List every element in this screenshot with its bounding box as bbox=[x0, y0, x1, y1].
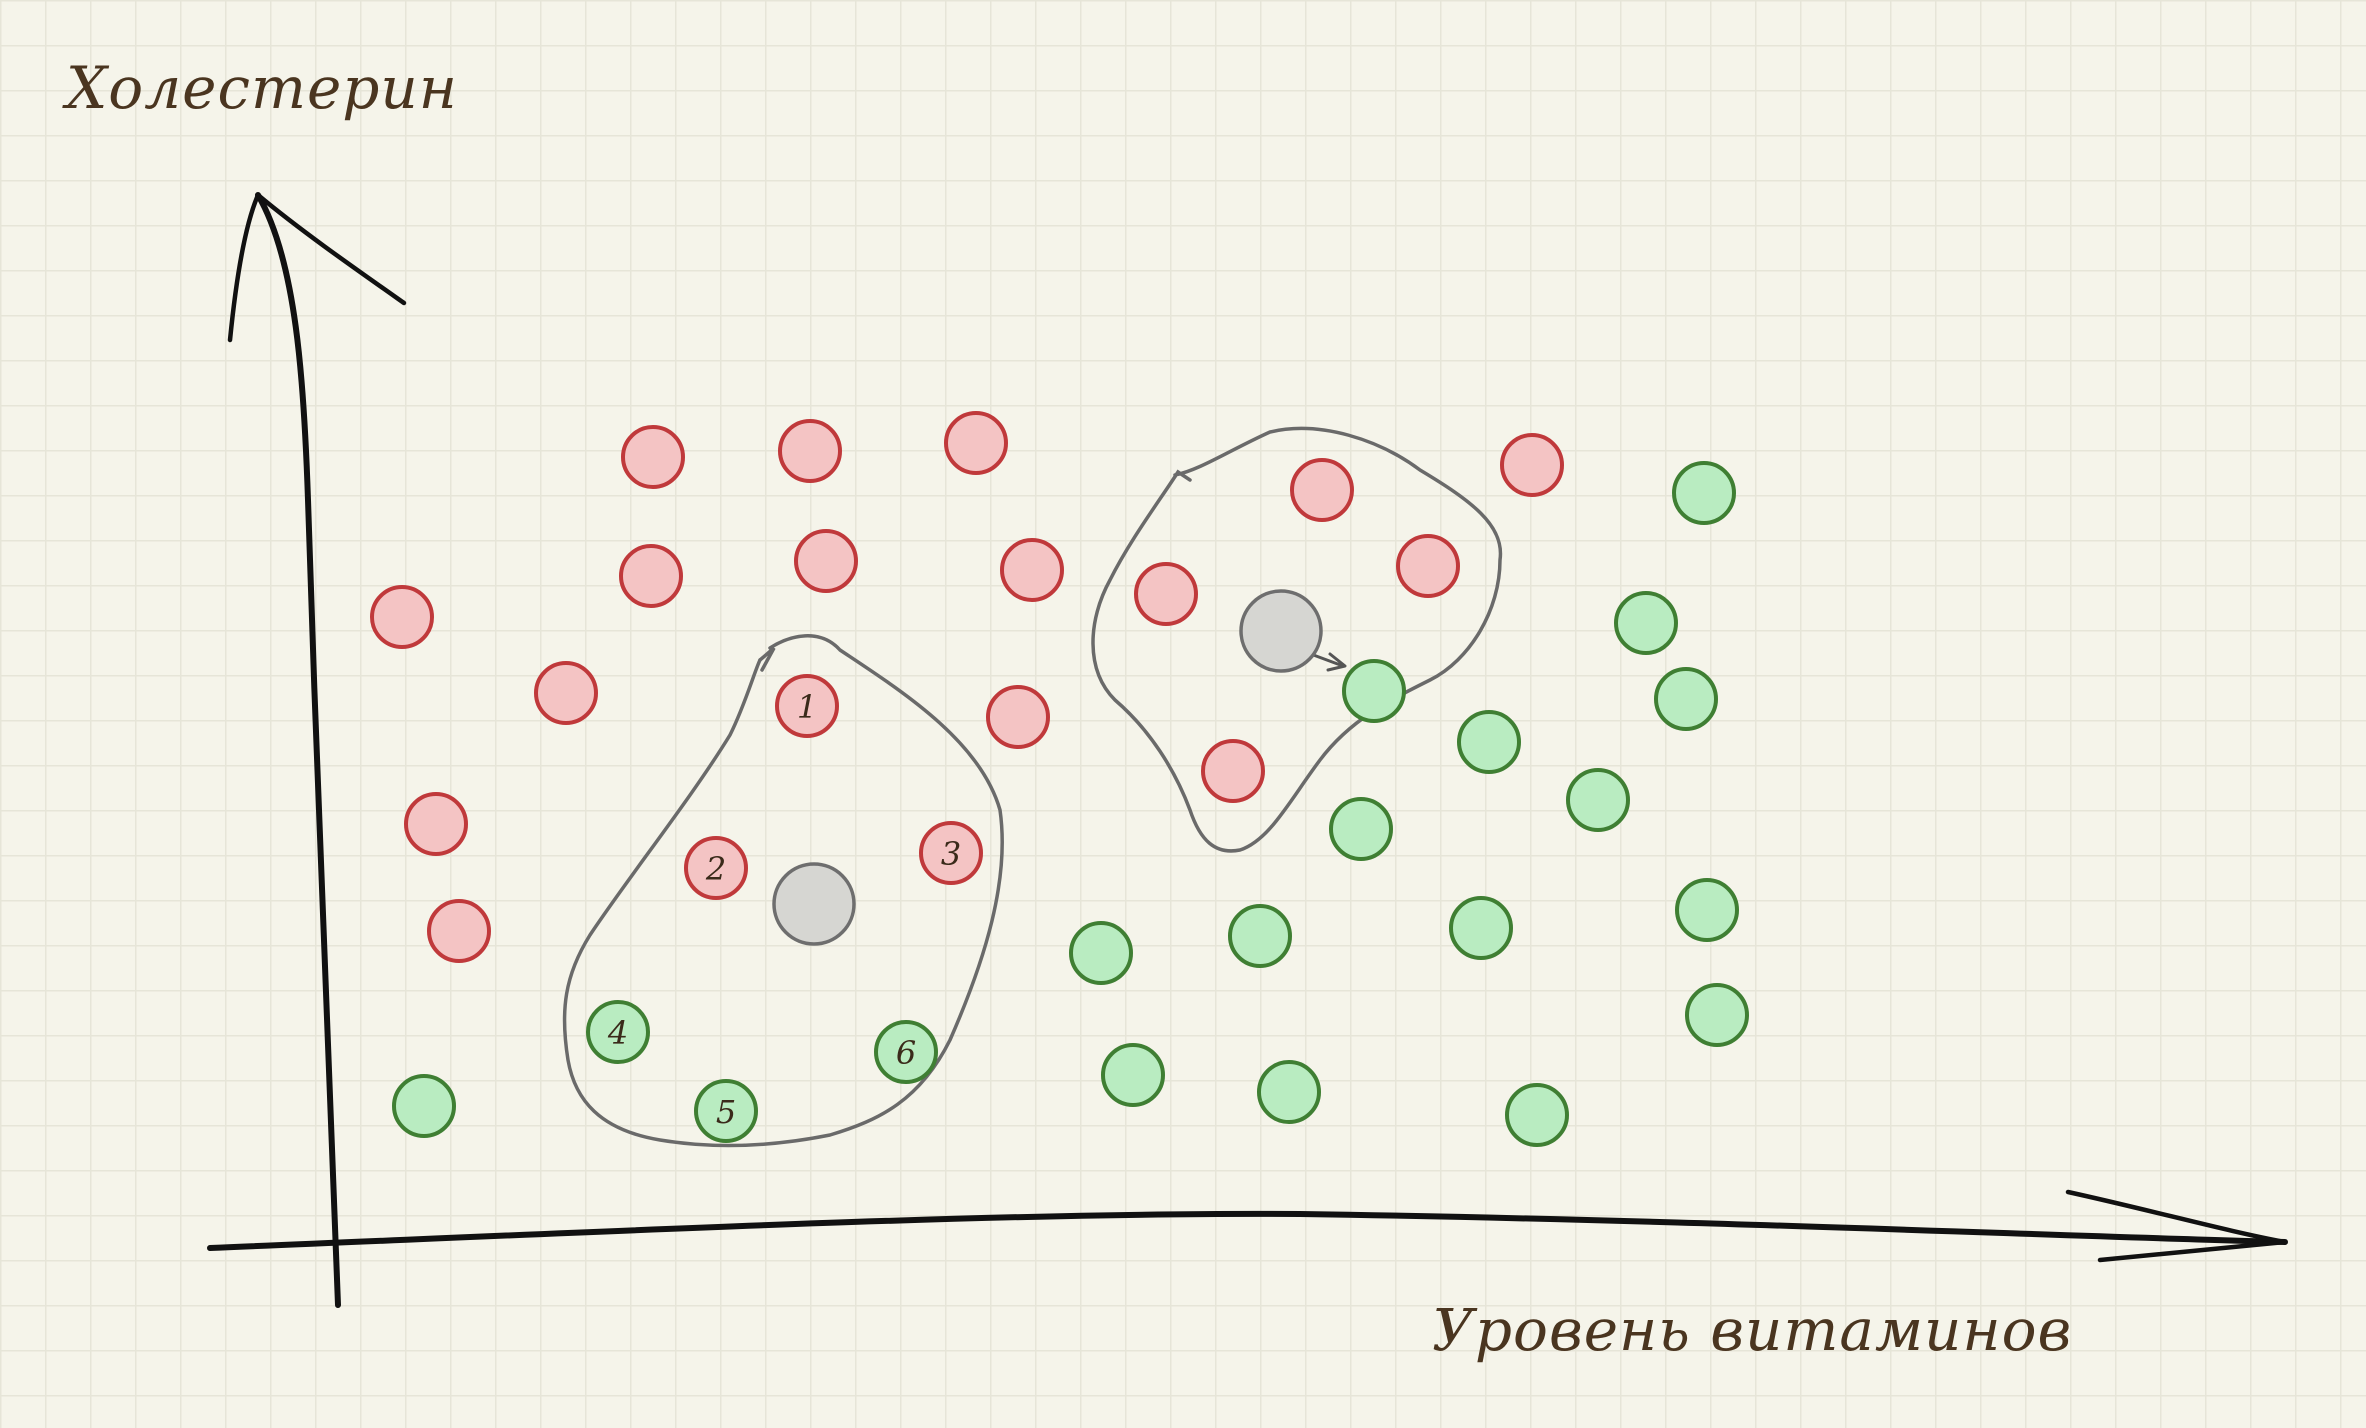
point-circle bbox=[694, 1079, 758, 1143]
green-point bbox=[1342, 659, 1406, 723]
red-point-3: 3 bbox=[919, 821, 983, 885]
cluster-outline-left-tail bbox=[758, 646, 776, 672]
point-circle bbox=[1290, 458, 1354, 522]
red-point bbox=[1201, 739, 1265, 803]
green-point bbox=[1566, 768, 1630, 832]
point-circle bbox=[1257, 1060, 1321, 1124]
query-point-2 bbox=[1239, 589, 1323, 673]
x-axis bbox=[207, 1210, 2288, 1251]
point-circle bbox=[1672, 461, 1736, 525]
point-circle bbox=[1228, 904, 1292, 968]
point-circle bbox=[944, 411, 1008, 475]
point-circle bbox=[1134, 562, 1198, 626]
point-circle bbox=[1566, 768, 1630, 832]
green-point-4: 4 bbox=[586, 1000, 650, 1064]
point-circle bbox=[986, 685, 1050, 749]
point-circle bbox=[775, 674, 839, 738]
point-circle bbox=[1500, 433, 1564, 497]
green-point bbox=[1329, 797, 1393, 861]
red-point bbox=[1000, 538, 1064, 602]
cluster-outline-right bbox=[1091, 426, 1503, 853]
point-circle bbox=[919, 821, 983, 885]
point-circle bbox=[1396, 534, 1460, 598]
red-point-1: 1 bbox=[775, 674, 839, 738]
point-number-label: 4 bbox=[607, 1014, 628, 1052]
cluster-outline-left bbox=[562, 634, 1004, 1148]
point-number-label: 3 bbox=[941, 835, 961, 873]
point-circle bbox=[392, 1074, 456, 1138]
y-axis-arrowhead bbox=[227, 192, 407, 343]
query-points bbox=[772, 589, 1323, 946]
point-number-label: 5 bbox=[716, 1093, 736, 1131]
point-number-label: 1 bbox=[797, 688, 817, 726]
green-point bbox=[1101, 1043, 1165, 1107]
red-point-2: 2 bbox=[684, 836, 748, 900]
y-axis bbox=[255, 192, 341, 1308]
green-point bbox=[1257, 1060, 1321, 1124]
point-circle bbox=[1457, 710, 1521, 774]
green-point-5: 5 bbox=[694, 1079, 758, 1143]
point-circle bbox=[874, 1020, 938, 1084]
red-point bbox=[986, 685, 1050, 749]
point-number-label: 6 bbox=[896, 1034, 916, 1072]
red-point bbox=[621, 425, 685, 489]
green-point bbox=[1505, 1083, 1569, 1147]
green-point bbox=[1672, 461, 1736, 525]
red-point bbox=[1134, 562, 1198, 626]
y-axis-label: Холестерин bbox=[66, 54, 458, 122]
point-circle bbox=[534, 661, 598, 725]
green-point-6: 6 bbox=[874, 1020, 938, 1084]
green-point bbox=[1654, 667, 1718, 731]
red-point bbox=[370, 585, 434, 649]
point-circle bbox=[1101, 1043, 1165, 1107]
point-circle bbox=[684, 836, 748, 900]
green-point bbox=[1614, 591, 1678, 655]
red-point bbox=[794, 529, 858, 593]
point-circle bbox=[794, 529, 858, 593]
point-circle bbox=[370, 585, 434, 649]
point-circle bbox=[1675, 878, 1739, 942]
point-circle bbox=[621, 425, 685, 489]
green-point bbox=[1457, 710, 1521, 774]
point-circle bbox=[778, 419, 842, 483]
point-number-label: 2 bbox=[705, 850, 726, 888]
point-circle bbox=[619, 544, 683, 608]
point-circle bbox=[1342, 659, 1406, 723]
red-point bbox=[427, 899, 491, 963]
green-point bbox=[1675, 878, 1739, 942]
x-axis-label: Уровень витаминов bbox=[1432, 1296, 2073, 1364]
red-point bbox=[1396, 534, 1460, 598]
point-circle bbox=[1201, 739, 1265, 803]
point-circle bbox=[1654, 667, 1718, 731]
query-point-1 bbox=[772, 862, 856, 946]
point-circle bbox=[1000, 538, 1064, 602]
data-points: 1 2 3 4 5 6 bbox=[370, 411, 1749, 1147]
red-point bbox=[944, 411, 1008, 475]
point-circle bbox=[1449, 896, 1513, 960]
green-point bbox=[1228, 904, 1292, 968]
red-point bbox=[404, 792, 468, 856]
point-circle bbox=[404, 792, 468, 856]
point-circle bbox=[1329, 797, 1393, 861]
point-circle bbox=[1614, 591, 1678, 655]
point-circle bbox=[1685, 983, 1749, 1047]
green-point bbox=[1685, 983, 1749, 1047]
red-point bbox=[1290, 458, 1354, 522]
point-circle bbox=[1069, 921, 1133, 985]
point-circle bbox=[427, 899, 491, 963]
green-point bbox=[1449, 896, 1513, 960]
point-circle bbox=[1505, 1083, 1569, 1147]
red-point bbox=[778, 419, 842, 483]
green-point bbox=[392, 1074, 456, 1138]
x-axis-arrowhead bbox=[2065, 1189, 2288, 1263]
red-point bbox=[619, 544, 683, 608]
red-point bbox=[534, 661, 598, 725]
green-point bbox=[1069, 921, 1133, 985]
point-circle bbox=[586, 1000, 650, 1064]
red-point bbox=[1500, 433, 1564, 497]
